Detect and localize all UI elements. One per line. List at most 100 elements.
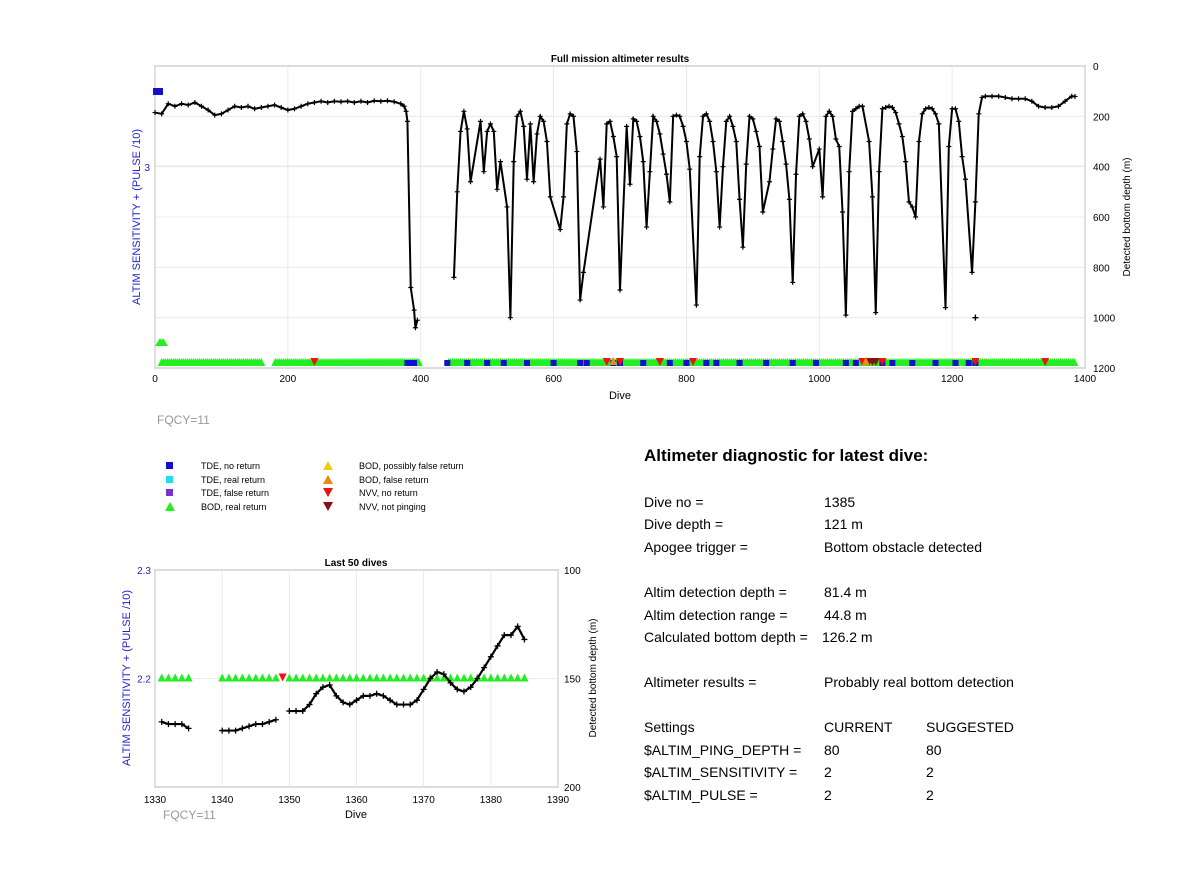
top-depth-point bbox=[667, 199, 673, 205]
setting-name: $ALTIM_PING_DEPTH = bbox=[644, 742, 802, 758]
top-depth-point bbox=[544, 139, 550, 144]
top-depth-point bbox=[637, 133, 643, 139]
top-depth-point bbox=[647, 169, 653, 175]
top-depth-point bbox=[218, 111, 224, 117]
top-depth-point bbox=[766, 179, 772, 185]
bottom-depth-point bbox=[165, 721, 172, 728]
top-depth-point bbox=[707, 118, 713, 124]
top-depth-point bbox=[833, 136, 839, 142]
top-depth-point bbox=[786, 196, 792, 202]
top-depth-point bbox=[404, 118, 410, 124]
bottom-bod-marker bbox=[500, 673, 509, 682]
top-depth-point bbox=[557, 227, 563, 233]
bottom-depth-point bbox=[319, 684, 326, 691]
top-depth-point bbox=[507, 315, 513, 321]
bottom-bod-marker bbox=[305, 673, 314, 682]
bottom-depth-point bbox=[507, 632, 514, 639]
top-depth-point bbox=[571, 113, 576, 119]
top-depth-point bbox=[893, 110, 899, 116]
top-depth-point bbox=[796, 113, 802, 119]
top-depth-point bbox=[604, 121, 610, 127]
bottom-depth-point bbox=[259, 721, 266, 728]
top-x-tick-label: 800 bbox=[678, 374, 695, 385]
bottom-depth-point bbox=[366, 692, 373, 699]
top-depth-point bbox=[192, 99, 198, 105]
bottom-bod-marker bbox=[184, 673, 193, 682]
top-depth-point bbox=[292, 106, 297, 112]
top-nvv-marker bbox=[602, 358, 611, 366]
top-tde-marker bbox=[577, 360, 584, 366]
bottom-x-tick-label: 1390 bbox=[547, 795, 570, 806]
top-depth-point bbox=[929, 106, 935, 112]
top-tde-marker bbox=[909, 360, 916, 366]
bottom-depth-point bbox=[272, 716, 279, 723]
bottom-depth-label: Calculated bottom depth = bbox=[644, 629, 808, 645]
top-depth-point bbox=[853, 106, 859, 112]
bottom-depth-point bbox=[373, 690, 380, 697]
top-depth-point bbox=[478, 118, 483, 124]
top-depth-point bbox=[906, 199, 912, 205]
bottom-depth-point bbox=[454, 686, 461, 693]
top-depth-point bbox=[547, 194, 553, 200]
bottom-bod-marker bbox=[412, 673, 421, 682]
bottom-depth-point bbox=[313, 690, 320, 697]
top-tde-marker bbox=[736, 360, 743, 366]
bottom-bod-marker bbox=[433, 673, 442, 682]
top-bod-false-marker bbox=[861, 357, 870, 365]
bottom-depth-point bbox=[440, 671, 447, 678]
top-x-tick-label: 200 bbox=[280, 374, 297, 385]
top-nvv-marker bbox=[689, 358, 698, 366]
top-depth-point bbox=[859, 103, 865, 109]
bottom-depth-point bbox=[239, 725, 246, 732]
top-right-y-tick-label: 200 bbox=[1093, 112, 1110, 123]
bottom-bod-marker bbox=[365, 673, 374, 682]
bottom-x-label: Dive bbox=[345, 809, 367, 821]
top-depth-point bbox=[597, 156, 603, 162]
top-depth-point bbox=[747, 113, 753, 119]
top-depth-point bbox=[740, 244, 746, 250]
top-depth-point bbox=[1055, 103, 1061, 109]
top-depth-point bbox=[580, 269, 586, 275]
top-tde-marker bbox=[842, 360, 849, 366]
top-x-label: Dive bbox=[609, 390, 631, 402]
bottom-depth-point bbox=[185, 725, 192, 732]
top-depth-point bbox=[733, 139, 739, 144]
top-depth-point bbox=[783, 161, 789, 167]
top-depth-point bbox=[866, 139, 872, 144]
bottom-left-y-tick-label: 2.3 bbox=[137, 566, 151, 577]
bottom-depth-point bbox=[360, 692, 367, 699]
top-depth-point bbox=[494, 186, 500, 192]
top-depth-point bbox=[737, 196, 743, 202]
bottom-left-y-label: ALTIM SENSITIVITY + (PULSE /10) bbox=[121, 590, 133, 766]
top-depth-point bbox=[497, 159, 503, 165]
top-depth-point bbox=[614, 154, 620, 160]
bottom-depth-point bbox=[460, 688, 467, 695]
top-nvv-marker bbox=[871, 358, 880, 366]
top-nvv-marker bbox=[878, 358, 887, 366]
bottom-bod-marker bbox=[359, 673, 368, 682]
top-depth-point bbox=[723, 118, 729, 124]
bottom-depth-point bbox=[420, 686, 427, 693]
top-depth-point bbox=[165, 101, 171, 107]
top-depth-point bbox=[1072, 93, 1078, 99]
bottom-x-tick-label: 1350 bbox=[278, 795, 301, 806]
dive-depth-label: Dive depth = bbox=[644, 516, 723, 532]
top-tde-marker bbox=[889, 360, 896, 366]
bottom-depth-point bbox=[467, 684, 474, 691]
top-depth-point bbox=[972, 199, 978, 205]
top-depth-point bbox=[836, 144, 842, 150]
setting-current: 2 bbox=[824, 787, 832, 803]
bottom-bod-marker bbox=[332, 673, 341, 682]
results-label: Altimeter results = bbox=[644, 674, 757, 690]
top-depth-point bbox=[464, 126, 470, 132]
top-depth-point bbox=[1029, 98, 1035, 104]
top-tde-marker bbox=[703, 360, 710, 366]
top-depth-point bbox=[879, 106, 885, 112]
top-tde-marker bbox=[153, 88, 163, 95]
top-depth-point bbox=[876, 169, 882, 175]
top-bod-markers bbox=[157, 357, 1079, 366]
top-tde-marker bbox=[404, 360, 411, 366]
bottom-depth-point bbox=[346, 701, 353, 708]
top-depth-point bbox=[654, 118, 660, 124]
top-nvv-marker bbox=[971, 358, 980, 366]
